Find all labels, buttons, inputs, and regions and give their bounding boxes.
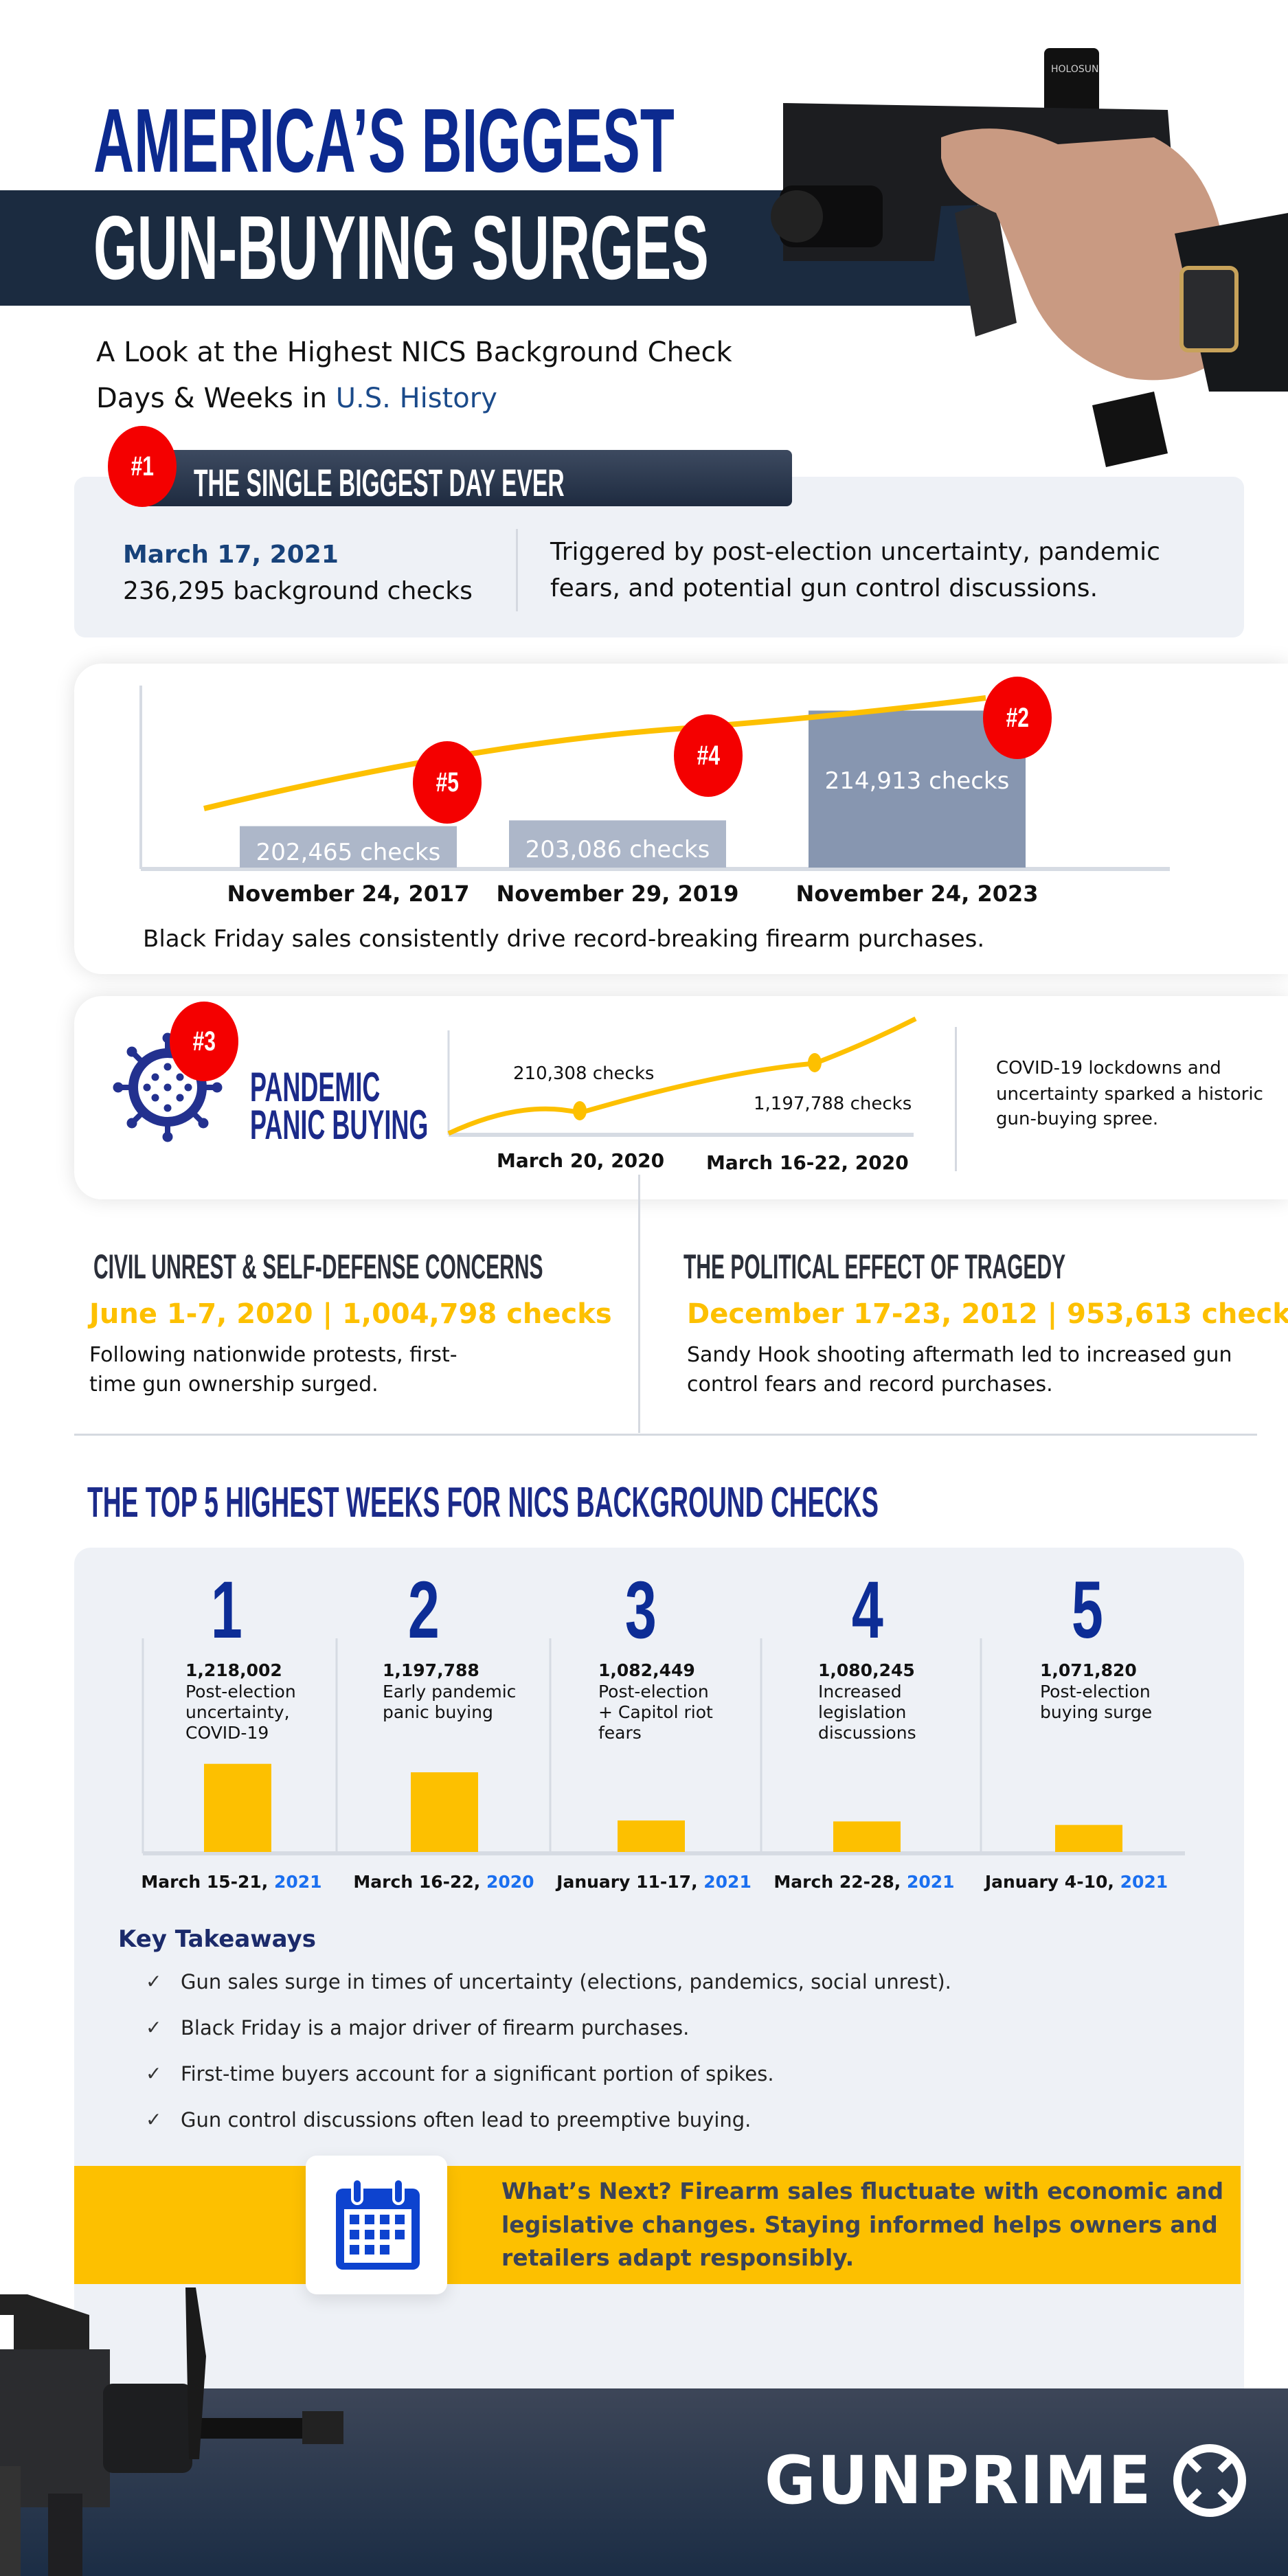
calendar-icon <box>336 2178 420 2270</box>
week-description: buying surge <box>1040 1702 1153 1722</box>
top5-heading: THE TOP 5 HIGHEST WEEKS FOR NICS BACKGRO… <box>87 1479 879 1526</box>
check-icon: ✓ <box>146 2062 162 2085</box>
takeaway-item: First-time buyers account for a signific… <box>181 2062 774 2086</box>
week-description: COVID-19 <box>185 1723 269 1743</box>
week-description: Post-election <box>1040 1682 1151 1702</box>
week-year: 2021 <box>703 1872 752 1892</box>
svg-text:HOLOSUN: HOLOSUN <box>1051 64 1098 75</box>
week-year: 2021 <box>906 1872 955 1892</box>
pandemic-heading-line2: PANIC BUYING <box>250 1102 429 1148</box>
check-icon: ✓ <box>146 1970 162 1993</box>
virus-icon <box>113 1032 223 1142</box>
rank-number: 3 <box>625 1565 657 1656</box>
whats-next-line3: retailers adapt responsibly. <box>501 2244 855 2271</box>
tragedy-description-line1: Sandy Hook shooting aftermath led to inc… <box>687 1343 1232 1367</box>
divider <box>955 1027 957 1171</box>
point-date: March 16-22, 2020 <box>706 1151 909 1174</box>
week-description: Early pandemic <box>383 1682 517 1702</box>
week-value: 1,080,245 <box>818 1660 915 1680</box>
week-date: March 15-21, 2021 <box>141 1872 322 1892</box>
whats-next-line2: legislative changes. Staying informed he… <box>501 2211 1218 2238</box>
point-label: 210,308 checks <box>513 1063 655 1084</box>
rank-badge-3: #3 <box>170 1002 238 1081</box>
check-icon: ✓ <box>146 2016 162 2039</box>
week-date: March 16-22, 2020 <box>353 1872 534 1892</box>
week-date: January 4-10, 2021 <box>984 1872 1168 1892</box>
takeaway-item: Black Friday is a major driver of firear… <box>181 2016 690 2040</box>
civil-unrest-stat: June 1-7, 2020 | 1,004,798 checks <box>89 1298 612 1330</box>
page-title-line1: AMERICA’S BIGGEST <box>93 90 675 191</box>
point-label: 1,197,788 checks <box>754 1094 912 1114</box>
rank-badge: #4 <box>674 714 743 797</box>
week-value: 1,218,002 <box>185 1660 282 1680</box>
subtitle-highlight: U.S. History <box>335 383 497 414</box>
week-date: January 11-17, 2021 <box>556 1872 752 1892</box>
week-description: + Capitol riot <box>598 1702 713 1722</box>
divider <box>638 1175 640 1433</box>
week-year: 2021 <box>1120 1872 1168 1892</box>
week-description: fears <box>598 1723 642 1743</box>
pandemic-description-line1: COVID-19 lockdowns and <box>996 1058 1221 1078</box>
subtitle-line1: A Look at the Highest NICS Background Ch… <box>96 337 732 368</box>
category-label: November 24, 2017 <box>227 881 470 907</box>
biggest-day-description-line1: Triggered by post-election uncertainty, … <box>550 538 1160 566</box>
tragedy-stat: December 17-23, 2012 | 953,613 checks <box>687 1298 1288 1330</box>
whats-next-banner <box>74 2166 1241 2284</box>
rank-number: 1 <box>211 1565 242 1656</box>
week-description: Post-election <box>598 1682 709 1702</box>
subtitle-line2: Days & Weeks in U.S. History <box>96 383 497 414</box>
pandemic-description-line2: uncertainty sparked a historic <box>996 1084 1263 1105</box>
bar-label: 202,465 checks <box>256 838 441 866</box>
point-date: March 20, 2020 <box>497 1149 665 1172</box>
crosshair-icon <box>1173 2444 1247 2517</box>
pandemic-heading-line1: PANDEMIC <box>250 1064 381 1110</box>
biggest-day-heading: THE SINGLE BIGGEST DAY EVER <box>194 461 565 504</box>
week-description: Increased <box>818 1682 902 1702</box>
civil-unrest-description-line2: time gun ownership surged. <box>89 1372 379 1397</box>
bar-label: 203,086 checks <box>525 835 710 863</box>
tragedy-heading: THE POLITICAL EFFECT OF TRAGEDY <box>683 1247 1066 1286</box>
rank-number: 4 <box>852 1565 883 1656</box>
divider <box>516 529 518 611</box>
civil-unrest-description-line1: Following nationwide protests, first- <box>89 1343 457 1367</box>
rank-badge: #5 <box>413 741 482 824</box>
gunprime-logo: GUNPRIME <box>754 2442 1247 2519</box>
biggest-day-date: March 17, 2021 <box>123 541 339 569</box>
biggest-day-description-line2: fears, and potential gun control discuss… <box>550 574 1098 602</box>
week-description: legislation <box>818 1702 907 1722</box>
week-value: 1,082,449 <box>598 1660 695 1680</box>
rifle-image <box>0 2287 343 2576</box>
whats-next-line1: What’s Next? Firearm sales fluctuate wit… <box>501 2178 1224 2204</box>
week-description: uncertainty, <box>185 1702 290 1722</box>
tragedy-description-line2: control fears and record purchases. <box>687 1372 1053 1397</box>
rank-number: 5 <box>1072 1565 1103 1656</box>
category-label: November 24, 2023 <box>795 881 1039 907</box>
week-year: 2021 <box>273 1872 322 1892</box>
week-date: March 22-28, 2021 <box>773 1872 955 1892</box>
takeaways-heading: Key Takeaways <box>118 1925 316 1953</box>
week-year: 2020 <box>486 1872 534 1892</box>
rank-number: 2 <box>408 1565 440 1656</box>
page-title-line2: GUN-BUYING SURGES <box>93 197 709 298</box>
pandemic-description-line3: gun-buying spree. <box>996 1109 1159 1129</box>
week-value: 1,071,820 <box>1040 1660 1137 1680</box>
week-description: discussions <box>818 1723 916 1743</box>
week-description: Post-election <box>185 1682 296 1702</box>
check-icon: ✓ <box>146 2108 162 2131</box>
pistol-hand-image: HOLOSUN <box>771 48 1288 467</box>
biggest-day-checks: 236,295 background checks <box>123 577 473 605</box>
black-friday-caption: Black Friday sales consistently drive re… <box>143 925 985 953</box>
week-description: panic buying <box>383 1702 493 1722</box>
takeaway-item: Gun sales surge in times of uncertainty … <box>181 1970 951 1993</box>
takeaway-item: Gun control discussions often lead to pr… <box>181 2108 752 2132</box>
category-label: November 29, 2019 <box>496 881 739 907</box>
civil-unrest-heading: CIVIL UNREST & SELF-DEFENSE CONCERNS <box>93 1247 543 1286</box>
biggest-day-header-bar <box>131 450 792 506</box>
bar-label: 214,913 checks <box>824 767 1010 795</box>
week-value: 1,197,788 <box>383 1660 479 1680</box>
rank-badge: #2 <box>983 677 1052 759</box>
divider <box>74 1434 1257 1436</box>
rank-badge-1: #1 <box>108 426 177 507</box>
